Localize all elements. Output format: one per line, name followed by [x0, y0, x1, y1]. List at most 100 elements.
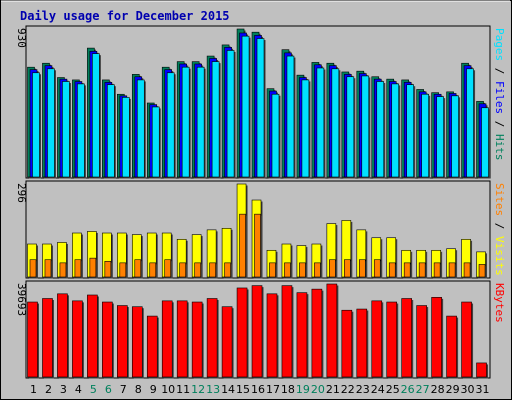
bar-sites-21: [329, 259, 336, 278]
bar-sites-2: [44, 259, 52, 278]
bar-sites-15: [239, 213, 246, 278]
x-tick-label-18: 18: [281, 383, 295, 396]
bar-sites-22: [344, 259, 351, 278]
x-tick-label-17: 17: [266, 383, 280, 396]
panel-kbytes-legend: KBytes: [493, 283, 506, 323]
x-tick-label-10: 10: [161, 383, 175, 396]
bar-sites-29: [448, 262, 456, 278]
bar-pages-30: [466, 68, 474, 178]
x-tick-label-23: 23: [356, 383, 370, 396]
bar-sites-30: [463, 262, 471, 278]
panel-visits-sites-legend: Sites / Visits: [493, 183, 506, 276]
bar-pages-5: [92, 53, 100, 178]
x-tick-label-27: 27: [416, 383, 430, 396]
x-tick-label-26: 26: [401, 383, 415, 396]
x-tick-label-8: 8: [135, 383, 142, 396]
bar-pages-17: [271, 93, 280, 178]
bar-sites-23: [358, 259, 366, 278]
bar-pages-13: [211, 61, 220, 178]
panel-kbytes-max-label: 39693: [15, 283, 28, 316]
x-tick-label-28: 28: [431, 383, 445, 396]
legend-pages: Pages: [493, 28, 506, 61]
x-tick-label-29: 29: [446, 383, 460, 396]
bar-sites-8: [134, 259, 142, 278]
bar-kbytes-4: [72, 300, 83, 378]
bar-kbytes-18: [281, 285, 293, 378]
bar-pages-1: [32, 72, 40, 178]
x-tick-label-25: 25: [386, 383, 400, 396]
bar-kbytes-27: [416, 305, 427, 378]
bar-kbytes-8: [131, 306, 143, 378]
bar-pages-28: [436, 96, 444, 178]
x-tick-label-20: 20: [311, 383, 325, 396]
x-tick-label-9: 9: [150, 383, 157, 396]
bar-sites-26: [403, 262, 411, 278]
x-tick-label-3: 3: [60, 383, 67, 396]
bar-kbytes-6: [102, 301, 113, 378]
x-tick-label-16: 16: [251, 383, 265, 396]
bar-kbytes-3: [57, 293, 68, 378]
bar-pages-2: [47, 68, 55, 178]
x-tick-label-22: 22: [341, 383, 355, 396]
bar-sites-17: [269, 262, 276, 278]
bar-sites-25: [388, 262, 396, 278]
chart-title: Daily usage for December 2015: [20, 9, 230, 23]
bar-pages-8: [136, 79, 145, 178]
bar-sites-4: [74, 259, 82, 278]
bar-sites-27: [418, 262, 426, 278]
bar-kbytes-16: [251, 285, 263, 378]
bar-pages-22: [346, 76, 355, 178]
bar-pages-26: [406, 84, 414, 178]
bar-sites-16: [254, 213, 261, 278]
bar-kbytes-11: [176, 300, 188, 378]
bar-kbytes-22: [341, 309, 353, 378]
bar-sites-1: [29, 259, 37, 278]
bar-kbytes-20: [311, 288, 323, 378]
x-tick-label-13: 13: [206, 383, 220, 396]
bar-kbytes-31: [476, 362, 487, 378]
bar-sites-24: [373, 259, 381, 278]
bar-pages-29: [451, 95, 459, 178]
x-tick-label-11: 11: [176, 383, 190, 396]
x-tick-label-30: 30: [461, 383, 475, 396]
bar-kbytes-19: [296, 292, 308, 378]
x-tick-label-6: 6: [105, 383, 112, 396]
bar-pages-3: [62, 81, 70, 178]
bar-sites-31: [478, 264, 486, 278]
legend-separator: /: [493, 216, 506, 236]
x-tick-label-15: 15: [236, 383, 250, 396]
x-tick-label-14: 14: [221, 383, 235, 396]
legend-hits: Hits: [493, 134, 506, 161]
bar-pages-25: [391, 83, 400, 178]
bar-sites-14: [224, 262, 231, 278]
bar-pages-7: [122, 97, 130, 178]
panel-hits-files-pages-legend: Pages / Files / Hits: [493, 28, 506, 161]
bar-kbytes-15: [236, 287, 248, 378]
bar-pages-31: [481, 107, 489, 178]
bar-pages-11: [181, 66, 190, 178]
bar-pages-4: [77, 83, 85, 178]
bar-kbytes-21: [326, 283, 338, 378]
bar-sites-11: [179, 262, 186, 278]
bar-kbytes-25: [386, 301, 398, 378]
bar-kbytes-9: [146, 315, 158, 378]
bar-sites-9: [149, 262, 157, 278]
legend-sites: Sites: [493, 183, 506, 216]
bar-kbytes-23: [356, 308, 368, 378]
x-tick-label-12: 12: [191, 383, 205, 396]
bar-pages-20: [316, 67, 325, 178]
bar-sites-20: [314, 262, 321, 278]
bar-pages-24: [376, 81, 385, 178]
bar-pages-10: [166, 72, 175, 178]
bar-sites-3: [59, 262, 67, 278]
panel-visits-sites: 296 Sites / Visits: [15, 180, 506, 279]
bar-kbytes-30: [461, 301, 472, 378]
legend-separator: /: [493, 114, 506, 134]
bar-pages-18: [286, 55, 295, 178]
bar-kbytes-24: [371, 300, 383, 378]
bar-sites-6: [104, 260, 112, 278]
bar-kbytes-2: [42, 298, 53, 378]
bar-pages-23: [361, 75, 370, 178]
bar-sites-19: [299, 262, 306, 278]
